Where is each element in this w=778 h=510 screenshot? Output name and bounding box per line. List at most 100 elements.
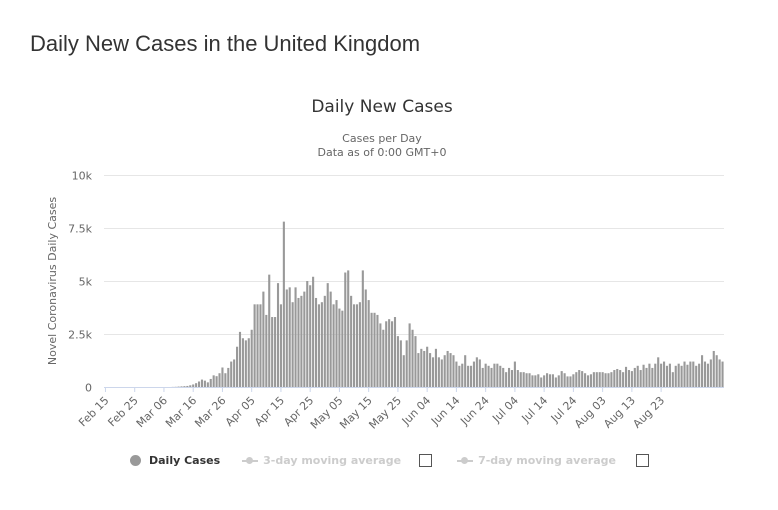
bar[interactable] bbox=[625, 367, 627, 387]
bar[interactable] bbox=[666, 366, 668, 387]
bar[interactable] bbox=[719, 359, 721, 387]
bar[interactable] bbox=[605, 373, 607, 387]
bar[interactable] bbox=[502, 368, 504, 387]
bar[interactable] bbox=[678, 364, 680, 387]
bar[interactable] bbox=[198, 381, 200, 387]
bar[interactable] bbox=[634, 368, 636, 387]
bar[interactable] bbox=[672, 372, 674, 387]
bar[interactable] bbox=[590, 374, 592, 387]
bar[interactable] bbox=[204, 381, 206, 387]
bar[interactable] bbox=[350, 296, 352, 387]
bar[interactable] bbox=[265, 315, 267, 387]
bar[interactable] bbox=[353, 304, 355, 387]
bar[interactable] bbox=[248, 338, 250, 387]
bar[interactable] bbox=[619, 370, 621, 387]
bar[interactable] bbox=[303, 292, 305, 387]
bar[interactable] bbox=[327, 283, 329, 387]
bar[interactable] bbox=[414, 336, 416, 387]
bar[interactable] bbox=[660, 364, 662, 387]
bar[interactable] bbox=[373, 313, 375, 387]
bar[interactable] bbox=[528, 373, 530, 387]
bar[interactable] bbox=[695, 366, 697, 387]
bar[interactable] bbox=[566, 376, 568, 387]
bar[interactable] bbox=[289, 287, 291, 387]
bar[interactable] bbox=[488, 366, 490, 387]
bar[interactable] bbox=[496, 364, 498, 387]
bar[interactable] bbox=[479, 359, 481, 387]
bar[interactable] bbox=[233, 359, 235, 387]
bar[interactable] bbox=[596, 372, 598, 387]
bar[interactable] bbox=[686, 365, 688, 387]
bar[interactable] bbox=[450, 353, 452, 387]
bar[interactable] bbox=[508, 368, 510, 387]
bar[interactable] bbox=[297, 298, 299, 387]
bar[interactable] bbox=[637, 366, 639, 387]
bar[interactable] bbox=[409, 323, 411, 387]
bar[interactable] bbox=[467, 366, 469, 387]
bar[interactable] bbox=[461, 364, 463, 387]
bar[interactable] bbox=[321, 302, 323, 387]
bar[interactable] bbox=[692, 362, 694, 387]
bar[interactable] bbox=[458, 366, 460, 387]
bar[interactable] bbox=[309, 285, 311, 387]
bar[interactable] bbox=[628, 370, 630, 387]
bar[interactable] bbox=[207, 382, 209, 387]
bar[interactable] bbox=[631, 371, 633, 387]
bar[interactable] bbox=[640, 370, 642, 387]
bar[interactable] bbox=[552, 374, 554, 387]
bar[interactable] bbox=[286, 289, 288, 387]
bar[interactable] bbox=[452, 355, 454, 387]
bar[interactable] bbox=[441, 359, 443, 387]
bar[interactable] bbox=[338, 309, 340, 387]
bar[interactable] bbox=[721, 362, 723, 387]
bar[interactable] bbox=[438, 357, 440, 387]
bar[interactable] bbox=[455, 362, 457, 387]
bar[interactable] bbox=[581, 371, 583, 387]
bar[interactable] bbox=[681, 366, 683, 387]
bar[interactable] bbox=[616, 369, 618, 387]
bar[interactable] bbox=[335, 300, 337, 387]
bar[interactable] bbox=[376, 315, 378, 387]
bar[interactable] bbox=[218, 373, 220, 387]
bar[interactable] bbox=[216, 376, 218, 387]
bar[interactable] bbox=[306, 281, 308, 387]
bar[interactable] bbox=[599, 372, 601, 387]
bar[interactable] bbox=[371, 313, 373, 387]
bar[interactable] bbox=[394, 317, 396, 387]
bar[interactable] bbox=[572, 374, 574, 387]
bar[interactable] bbox=[277, 283, 279, 387]
bar[interactable] bbox=[485, 364, 487, 387]
bar[interactable] bbox=[359, 302, 361, 387]
bar[interactable] bbox=[710, 359, 712, 387]
bar[interactable] bbox=[400, 340, 402, 387]
bar[interactable] bbox=[268, 275, 270, 387]
bar[interactable] bbox=[561, 371, 563, 387]
bar[interactable] bbox=[482, 368, 484, 387]
bar[interactable] bbox=[344, 273, 346, 387]
bar[interactable] bbox=[397, 336, 399, 387]
bar[interactable] bbox=[347, 270, 349, 387]
bar[interactable] bbox=[526, 373, 528, 387]
bar[interactable] bbox=[251, 330, 253, 387]
bar[interactable] bbox=[256, 304, 258, 387]
bar[interactable] bbox=[578, 370, 580, 387]
bar[interactable] bbox=[537, 374, 539, 387]
bar[interactable] bbox=[584, 373, 586, 387]
bar[interactable] bbox=[593, 372, 595, 387]
bar[interactable] bbox=[213, 375, 215, 387]
bar[interactable] bbox=[388, 319, 390, 387]
bar[interactable] bbox=[242, 338, 244, 387]
bar[interactable] bbox=[447, 351, 449, 387]
bar[interactable] bbox=[704, 362, 706, 387]
bar[interactable] bbox=[300, 296, 302, 387]
bar[interactable] bbox=[186, 386, 188, 387]
bar[interactable] bbox=[514, 362, 516, 387]
bar[interactable] bbox=[210, 379, 212, 387]
bar[interactable] bbox=[406, 340, 408, 387]
bar[interactable] bbox=[470, 366, 472, 387]
bar[interactable] bbox=[420, 349, 422, 387]
bar[interactable] bbox=[429, 353, 431, 387]
bar[interactable] bbox=[675, 366, 677, 387]
bar[interactable] bbox=[330, 292, 332, 387]
bar[interactable] bbox=[493, 364, 495, 387]
